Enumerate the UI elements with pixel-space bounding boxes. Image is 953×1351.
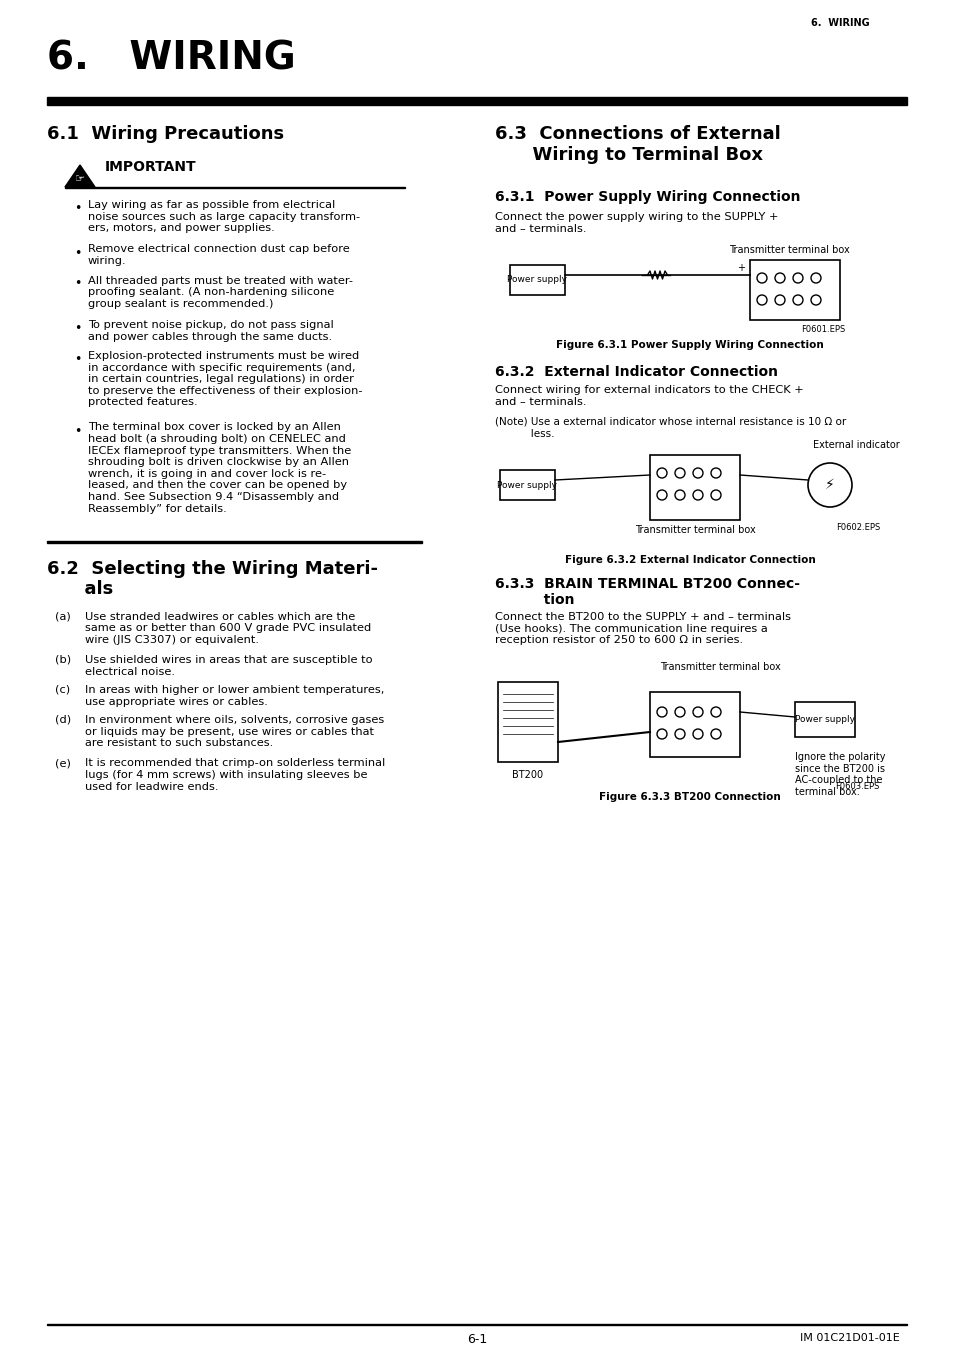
Text: IMPORTANT: IMPORTANT xyxy=(105,159,196,174)
Text: Power supply: Power supply xyxy=(497,481,557,489)
Text: All threaded parts must be treated with water-
proofing sealant. (A non-hardenin: All threaded parts must be treated with … xyxy=(88,276,353,308)
Text: +: + xyxy=(737,263,744,273)
Text: Use shielded wires in areas that are susceptible to
electrical noise.: Use shielded wires in areas that are sus… xyxy=(85,655,373,677)
Text: (Note) Use a external indicator whose internal resistance is 10 Ω or
           : (Note) Use a external indicator whose in… xyxy=(495,417,845,439)
Text: Figure 6.3.1 Power Supply Wiring Connection: Figure 6.3.1 Power Supply Wiring Connect… xyxy=(556,340,823,350)
Text: Figure 6.3.3 BT200 Connection: Figure 6.3.3 BT200 Connection xyxy=(598,792,781,802)
Text: •: • xyxy=(74,353,82,366)
Text: In environment where oils, solvents, corrosive gases
or liquids may be present, : In environment where oils, solvents, cor… xyxy=(85,715,384,748)
Text: 6.3.3  BRAIN TERMINAL BT200 Connec-
          tion: 6.3.3 BRAIN TERMINAL BT200 Connec- tion xyxy=(495,577,800,607)
Text: Transmitter terminal box: Transmitter terminal box xyxy=(659,662,780,671)
Bar xyxy=(749,259,840,320)
Text: (e): (e) xyxy=(55,758,71,769)
Text: Power supply: Power supply xyxy=(506,276,566,285)
Text: •: • xyxy=(74,277,82,290)
Text: It is recommended that crimp-on solderless terminal
lugs (for 4 mm screws) with : It is recommended that crimp-on solderle… xyxy=(85,758,385,792)
Text: 6.  WIRING: 6. WIRING xyxy=(810,18,869,28)
Text: Connect wiring for external indicators to the CHECK +
and – terminals.: Connect wiring for external indicators t… xyxy=(495,385,802,407)
Text: 6.   WIRING: 6. WIRING xyxy=(47,41,295,78)
Text: (d): (d) xyxy=(55,715,71,725)
Text: IM 01C21D01-01E: IM 01C21D01-01E xyxy=(800,1333,899,1343)
Text: Transmitter terminal box: Transmitter terminal box xyxy=(728,245,849,255)
Text: 6.3.1  Power Supply Wiring Connection: 6.3.1 Power Supply Wiring Connection xyxy=(495,190,800,204)
Text: 6.3.2  External Indicator Connection: 6.3.2 External Indicator Connection xyxy=(495,365,778,380)
Bar xyxy=(649,455,740,520)
Text: 6.3  Connections of External
      Wiring to Terminal Box: 6.3 Connections of External Wiring to Te… xyxy=(495,126,780,163)
Bar xyxy=(65,186,405,188)
Polygon shape xyxy=(65,165,95,186)
Text: (a): (a) xyxy=(55,612,71,621)
Text: F0601.EPS: F0601.EPS xyxy=(800,326,844,334)
Text: BT200: BT200 xyxy=(512,770,543,780)
Text: Power supply: Power supply xyxy=(794,716,854,724)
Text: (c): (c) xyxy=(55,685,71,694)
Bar xyxy=(497,682,558,762)
Text: 6.1  Wiring Precautions: 6.1 Wiring Precautions xyxy=(47,126,284,143)
Text: Use stranded leadwires or cables which are the
same as or better than 600 V grad: Use stranded leadwires or cables which a… xyxy=(85,612,371,644)
Text: Connect the BT200 to the SUPPLY + and – terminals
(Use hooks). The communication: Connect the BT200 to the SUPPLY + and – … xyxy=(495,612,790,646)
Text: •: • xyxy=(74,322,82,335)
Bar xyxy=(47,97,906,105)
Text: Explosion-protected instruments must be wired
in accordance with specific requir: Explosion-protected instruments must be … xyxy=(88,351,362,408)
Text: ⚡: ⚡ xyxy=(824,478,834,492)
Text: (b): (b) xyxy=(55,655,71,665)
Text: To prevent noise pickup, do not pass signal
and power cables through the same du: To prevent noise pickup, do not pass sig… xyxy=(88,320,334,342)
Text: Connect the power supply wiring to the SUPPLY +
and – terminals.: Connect the power supply wiring to the S… xyxy=(495,212,778,234)
Text: 6.2  Selecting the Wiring Materi-
      als: 6.2 Selecting the Wiring Materi- als xyxy=(47,559,377,598)
Text: 6-1: 6-1 xyxy=(466,1333,487,1346)
Bar xyxy=(794,703,854,738)
Text: •: • xyxy=(74,203,82,215)
Text: •: • xyxy=(74,424,82,438)
Text: F0603.EPS: F0603.EPS xyxy=(835,782,879,790)
Bar xyxy=(47,540,421,543)
Text: F0602.EPS: F0602.EPS xyxy=(835,523,879,532)
Text: Lay wiring as far as possible from electrical
noise sources such as large capaci: Lay wiring as far as possible from elect… xyxy=(88,200,359,234)
Text: The terminal box cover is locked by an Allen
head bolt (a shrouding bolt) on CEN: The terminal box cover is locked by an A… xyxy=(88,423,351,513)
Text: Figure 6.3.2 External Indicator Connection: Figure 6.3.2 External Indicator Connecti… xyxy=(564,555,815,565)
Text: Ignore the polarity
since the BT200 is
AC-coupled to the
terminal box.: Ignore the polarity since the BT200 is A… xyxy=(794,753,884,797)
Text: Transmitter terminal box: Transmitter terminal box xyxy=(634,526,755,535)
Bar xyxy=(649,692,740,757)
Bar xyxy=(499,470,555,500)
Text: •: • xyxy=(74,246,82,259)
Text: External indicator: External indicator xyxy=(812,440,899,450)
Text: Remove electrical connection dust cap before
wiring.: Remove electrical connection dust cap be… xyxy=(88,245,350,266)
Text: In areas with higher or lower ambient temperatures,
use appropriate wires or cab: In areas with higher or lower ambient te… xyxy=(85,685,384,707)
Text: ☞: ☞ xyxy=(75,174,85,184)
Bar xyxy=(510,265,564,295)
